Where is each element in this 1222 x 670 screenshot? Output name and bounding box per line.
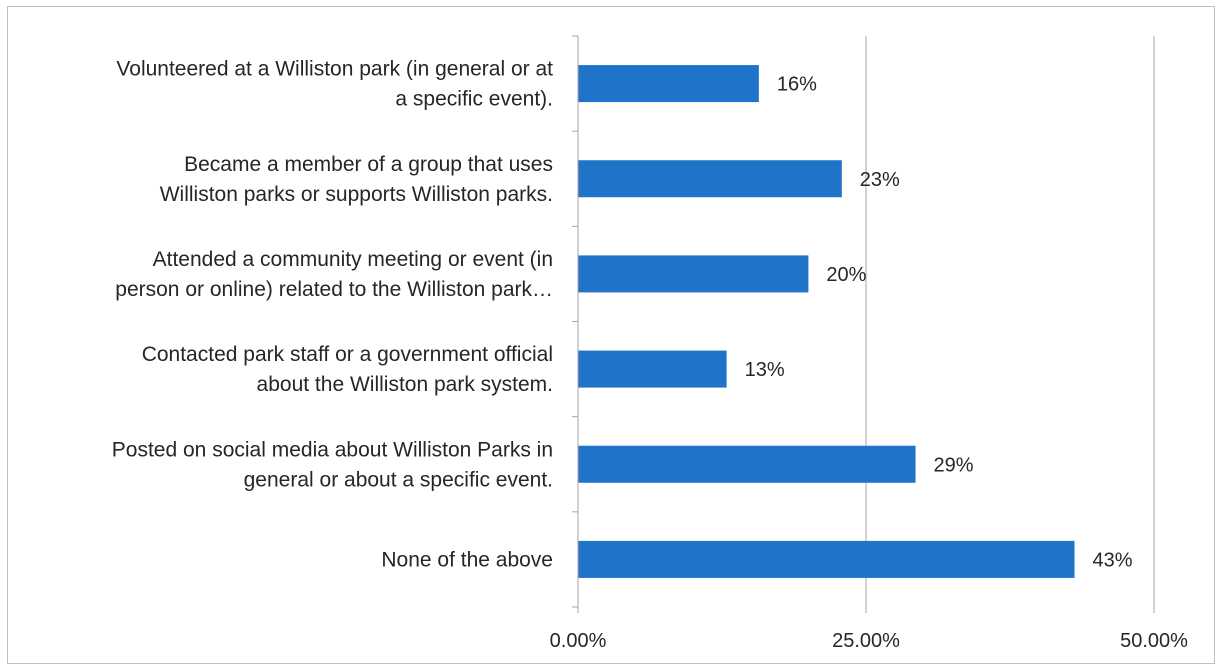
bars <box>578 65 1075 578</box>
x-tick-label-0: 0.00% <box>550 630 607 652</box>
gridlines <box>865 36 1155 607</box>
x-tick-label-1: 25.00% <box>832 630 900 652</box>
category-label-4: Posted on social media about Williston P… <box>112 438 553 491</box>
bar-1 <box>578 160 842 198</box>
category-label-0: Volunteered at a Williston park (in gene… <box>116 58 553 111</box>
axes <box>572 35 1155 613</box>
category-label-line: general or about a specific event. <box>244 468 553 491</box>
bar-2 <box>578 255 809 293</box>
category-label-line: about the Williston park system. <box>257 373 553 396</box>
bar-0 <box>578 65 759 103</box>
data-label-3: 13% <box>745 359 785 381</box>
category-label-line: a specific event). <box>395 88 553 111</box>
category-label-1: Became a member of a group that uses Will… <box>160 153 553 206</box>
category-label-2: Attended a community meeting or event (i… <box>115 248 553 301</box>
data-label-4: 29% <box>934 454 974 476</box>
bar-5 <box>578 540 1075 578</box>
category-label-line: Volunteered at a Williston park (in gene… <box>116 58 553 81</box>
data-label-1: 23% <box>860 169 900 191</box>
bar-3 <box>578 350 727 388</box>
labels: 16% Volunteered at a Williston park (in g… <box>112 58 1188 652</box>
data-label-0: 16% <box>777 74 817 96</box>
category-label-line: None of the above <box>381 548 553 571</box>
category-label-line: Contacted park staff or a government off… <box>142 343 553 366</box>
category-label-line: Posted on social media about Williston P… <box>112 438 553 461</box>
category-label-line: Became a member of a group that uses <box>184 153 553 176</box>
category-label-line: Attended a community meeting or event (i… <box>153 248 553 271</box>
data-label-2: 20% <box>826 264 866 286</box>
category-label-3: Contacted park staff or a government off… <box>142 343 553 396</box>
x-tick-label-2: 50.00% <box>1120 630 1188 652</box>
bar-4 <box>578 445 916 483</box>
data-label-5: 43% <box>1093 549 1133 571</box>
category-label-line: Williston parks or supports Williston pa… <box>160 183 553 206</box>
category-label-5: None of the above <box>381 548 553 571</box>
category-label-line: person or online) related to the Willist… <box>115 278 553 301</box>
